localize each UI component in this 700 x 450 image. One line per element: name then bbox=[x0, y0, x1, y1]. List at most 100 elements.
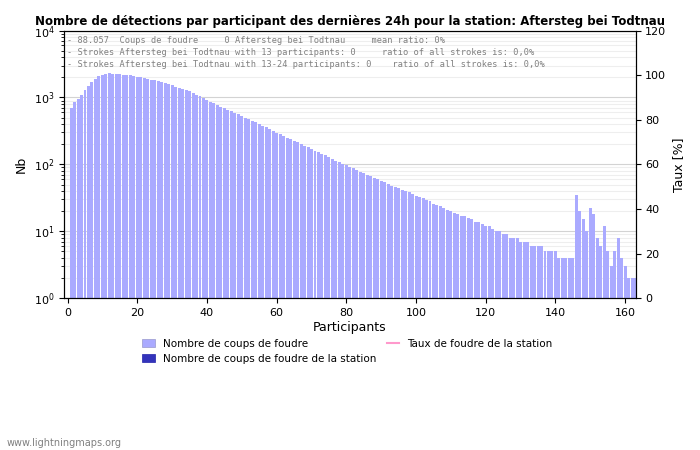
Bar bbox=[83, 90, 87, 450]
Bar bbox=[407, 193, 411, 450]
Bar bbox=[293, 141, 295, 450]
Bar bbox=[282, 136, 285, 450]
Bar bbox=[512, 238, 515, 450]
Bar bbox=[356, 170, 358, 450]
Bar bbox=[606, 252, 609, 450]
Bar bbox=[370, 176, 372, 450]
Bar bbox=[599, 246, 602, 450]
Bar bbox=[317, 152, 320, 450]
Bar bbox=[502, 234, 505, 450]
Bar bbox=[272, 131, 274, 450]
Bar bbox=[342, 164, 344, 450]
Bar bbox=[195, 94, 198, 450]
Bar bbox=[115, 74, 118, 450]
Bar bbox=[314, 151, 316, 450]
Bar bbox=[421, 198, 424, 450]
Bar bbox=[547, 252, 550, 450]
Bar bbox=[484, 226, 487, 450]
Bar bbox=[160, 82, 163, 450]
Bar bbox=[247, 119, 251, 450]
Bar bbox=[129, 75, 132, 450]
Bar bbox=[373, 178, 376, 450]
Bar bbox=[192, 93, 195, 450]
Bar bbox=[125, 75, 128, 450]
Bar bbox=[575, 195, 577, 450]
Bar bbox=[94, 79, 97, 450]
Bar bbox=[237, 114, 240, 450]
Bar bbox=[474, 221, 477, 450]
Bar bbox=[397, 188, 400, 450]
Bar bbox=[411, 194, 414, 450]
Bar bbox=[349, 167, 351, 450]
Bar bbox=[300, 144, 302, 450]
Bar bbox=[578, 211, 581, 450]
Bar bbox=[101, 75, 104, 450]
Y-axis label: Nb: Nb bbox=[15, 156, 28, 173]
Bar bbox=[585, 231, 588, 450]
Bar bbox=[171, 86, 174, 450]
Bar bbox=[624, 266, 626, 450]
Bar bbox=[491, 229, 494, 450]
Bar bbox=[488, 226, 491, 450]
Bar bbox=[335, 161, 337, 450]
Bar bbox=[219, 107, 223, 450]
Bar bbox=[104, 74, 107, 450]
Bar bbox=[122, 75, 125, 450]
Bar bbox=[404, 191, 407, 450]
Bar bbox=[146, 79, 149, 450]
Bar bbox=[456, 214, 459, 450]
Bar bbox=[111, 73, 114, 450]
Bar bbox=[432, 203, 435, 450]
Bar bbox=[363, 173, 365, 450]
Bar bbox=[610, 266, 612, 450]
Bar bbox=[498, 231, 501, 450]
Bar bbox=[428, 201, 431, 450]
Bar bbox=[617, 238, 620, 450]
Bar bbox=[73, 102, 76, 450]
Bar bbox=[258, 124, 260, 450]
Bar bbox=[540, 246, 543, 450]
Bar bbox=[613, 252, 616, 450]
Bar bbox=[641, 278, 644, 450]
Text: www.lightningmaps.org: www.lightningmaps.org bbox=[7, 438, 122, 448]
Bar bbox=[481, 224, 484, 450]
Bar bbox=[209, 102, 212, 450]
Bar bbox=[533, 246, 536, 450]
Bar bbox=[164, 83, 167, 450]
Bar bbox=[379, 181, 383, 450]
Bar bbox=[324, 155, 327, 450]
Bar bbox=[174, 87, 177, 450]
Bar bbox=[418, 198, 421, 450]
Bar bbox=[439, 206, 442, 450]
Bar bbox=[240, 116, 244, 450]
Bar bbox=[153, 81, 156, 450]
Bar bbox=[564, 258, 568, 450]
Y-axis label: Taux [%]: Taux [%] bbox=[672, 137, 685, 192]
Bar bbox=[307, 147, 309, 450]
Bar bbox=[516, 238, 519, 450]
Bar bbox=[425, 200, 428, 450]
Bar bbox=[87, 86, 90, 450]
Bar bbox=[386, 184, 390, 450]
Bar bbox=[132, 76, 135, 450]
Bar bbox=[561, 258, 564, 450]
Bar bbox=[526, 242, 529, 450]
Bar bbox=[519, 242, 522, 450]
Bar bbox=[453, 213, 456, 450]
Bar bbox=[261, 126, 264, 450]
Bar bbox=[143, 78, 146, 450]
Bar bbox=[97, 76, 100, 450]
Bar bbox=[181, 89, 184, 450]
Bar bbox=[206, 100, 209, 450]
Bar bbox=[286, 138, 288, 450]
Bar bbox=[338, 162, 341, 450]
Bar bbox=[463, 216, 466, 450]
Bar bbox=[634, 278, 637, 450]
Bar bbox=[414, 196, 417, 450]
Bar bbox=[393, 187, 397, 450]
Bar bbox=[188, 91, 191, 450]
Bar bbox=[296, 142, 299, 450]
Bar bbox=[90, 82, 93, 450]
Bar bbox=[321, 154, 323, 450]
Bar bbox=[543, 252, 547, 450]
